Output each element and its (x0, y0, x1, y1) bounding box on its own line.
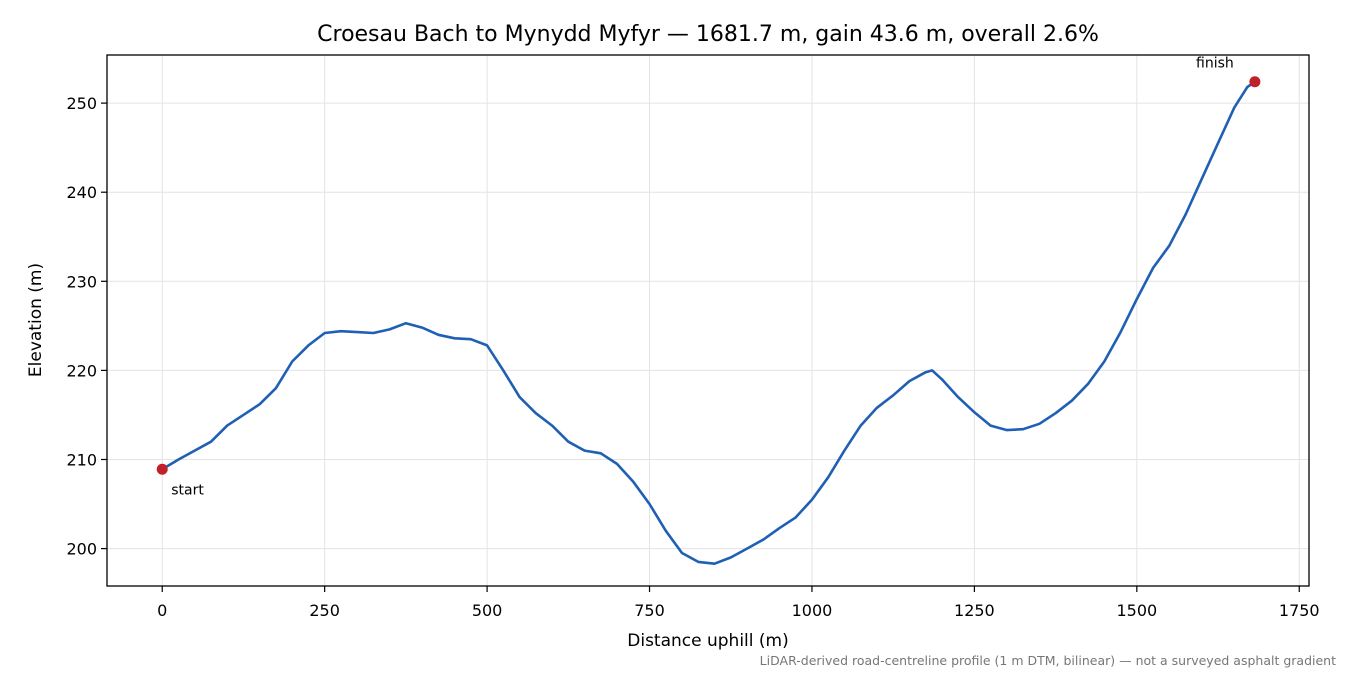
elevation-line (160, 80, 1257, 565)
start-marker (156, 463, 168, 475)
x-tick-label: 1500 (1116, 601, 1157, 620)
finish-label: finish (1196, 56, 1234, 72)
plot-frame (106, 54, 1310, 587)
grid (107, 55, 1309, 586)
footnote: LiDAR-derived road-centreline profile (1… (760, 653, 1336, 668)
x-tick-label: 1000 (792, 601, 833, 620)
y-tick-label: 230 (66, 272, 97, 291)
y-axis-label: Elevation (m) (26, 263, 46, 377)
start-label: start (171, 482, 204, 498)
x-tick-label: 0 (157, 601, 167, 620)
chart-title: Croesau Bach to Mynydd Myfyr — 1681.7 m,… (317, 22, 1099, 47)
x-tick-label: 750 (634, 601, 665, 620)
y-tick-label: 200 (66, 540, 97, 559)
x-tick-label: 1250 (954, 601, 995, 620)
x-axis: 0 250 500 750 1000 1250 1500 1750 (157, 586, 1320, 620)
y-axis: 200 210 220 230 240 250 (66, 94, 107, 559)
y-tick-label: 250 (66, 94, 97, 113)
y-tick-label: 210 (66, 450, 97, 469)
x-tick-label: 1750 (1279, 601, 1320, 620)
x-tick-label: 250 (309, 601, 340, 620)
finish-marker (1249, 76, 1261, 88)
x-tick-label: 500 (472, 601, 503, 620)
y-tick-label: 220 (66, 361, 97, 380)
x-axis-label: Distance uphill (m) (627, 631, 788, 651)
y-tick-label: 240 (66, 183, 97, 202)
